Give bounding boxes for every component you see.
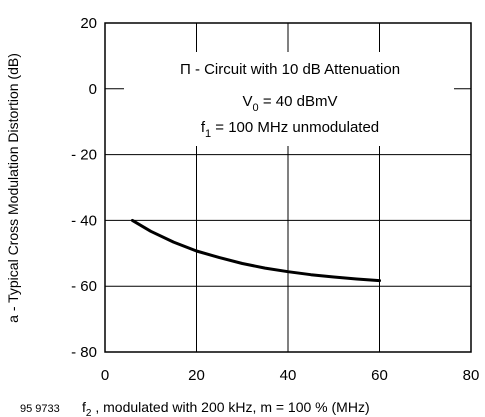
y-tick-label: - 80 xyxy=(71,344,97,361)
annotation-circuit: Π - Circuit with 10 dB Attenuation xyxy=(180,61,400,78)
x-tick-label: 60 xyxy=(371,367,388,384)
y-axis-label: a - Typical Cross Modulation Distortion … xyxy=(5,53,21,323)
y-tick-labels: 20 0 - 20 - 40 - 60 - 80 xyxy=(71,15,97,361)
x-tick-labels: 0 20 40 60 80 xyxy=(101,367,480,384)
x-tick-label: 20 xyxy=(188,367,205,384)
y-tick-label: 20 xyxy=(80,15,97,32)
x-tick-label: 0 xyxy=(101,367,109,384)
figure-id: 95 9733 xyxy=(20,403,60,415)
y-tick-label: - 20 xyxy=(71,147,97,164)
annotation-voltage: V0 = 40 dBmV xyxy=(243,93,338,114)
plot-frame xyxy=(104,22,472,353)
x-tick-label: 80 xyxy=(463,367,480,384)
annotation-frequency: f1 = 100 MHz unmodulated xyxy=(201,119,379,140)
y-tick-label: - 40 xyxy=(71,212,97,229)
annotation-background xyxy=(124,52,454,146)
y-tick-label: - 60 xyxy=(71,278,97,295)
x-axis-label: f2 , modulated with 200 kHz, m = 100 % (… xyxy=(82,399,370,417)
x-tick-label: 40 xyxy=(280,367,297,384)
y-tick-label: 0 xyxy=(89,81,97,98)
series-line xyxy=(130,218,381,283)
